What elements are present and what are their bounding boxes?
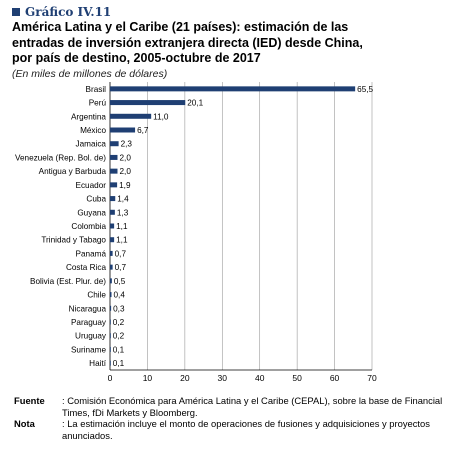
category-label: Trinidad y Tabago bbox=[41, 236, 106, 245]
graph-label: Gráfico IV.11 bbox=[25, 5, 112, 19]
x-tick-label: 10 bbox=[143, 373, 153, 383]
x-tick-label: 20 bbox=[180, 373, 190, 383]
value-label: 1,4 bbox=[117, 195, 129, 204]
category-label: Guyana bbox=[77, 208, 106, 217]
category-label: México bbox=[80, 126, 106, 135]
bar bbox=[110, 264, 113, 270]
value-label: 1,1 bbox=[116, 222, 128, 231]
category-label: Jamaica bbox=[76, 140, 107, 149]
bar bbox=[110, 319, 111, 325]
bar bbox=[110, 113, 152, 119]
source-label: Fuente bbox=[14, 395, 45, 406]
x-tick-label: 0 bbox=[108, 373, 113, 383]
bar bbox=[110, 168, 118, 174]
category-label: Antigua y Barbuda bbox=[39, 167, 107, 176]
category-label: Costa Rica bbox=[66, 263, 106, 272]
value-label: 65,5 bbox=[357, 85, 373, 94]
title-line: entradas de inversión extranjera directa… bbox=[12, 35, 363, 50]
x-tick-label: 40 bbox=[255, 373, 265, 383]
x-tick-label: 60 bbox=[330, 373, 340, 383]
category-label: Panamá bbox=[76, 249, 107, 258]
graph-tag: Gráfico IV.11 bbox=[12, 5, 452, 19]
bar bbox=[110, 333, 111, 339]
value-label: 2,0 bbox=[119, 167, 131, 176]
chart-title: América Latina y el Caribe (21 países): … bbox=[12, 20, 452, 67]
category-label: Cuba bbox=[86, 195, 106, 204]
category-label: Bolivia (Est. Plur. de) bbox=[30, 277, 106, 286]
category-label: Brasil bbox=[86, 85, 107, 94]
bar bbox=[110, 346, 111, 352]
category-label: Argentina bbox=[71, 112, 106, 121]
bar bbox=[110, 127, 136, 133]
value-label: 0,2 bbox=[113, 318, 125, 327]
value-label: 2,0 bbox=[119, 153, 131, 162]
note-label: Nota bbox=[14, 418, 35, 429]
chart-subtitle: (En miles de millones de dólares) bbox=[12, 67, 168, 80]
bar bbox=[110, 209, 115, 215]
bar bbox=[110, 141, 119, 147]
bar bbox=[110, 86, 356, 92]
general-note: Nota : La estimación incluye el monto de… bbox=[14, 418, 454, 441]
category-label: Haití bbox=[89, 359, 107, 368]
value-label: 0,7 bbox=[115, 249, 127, 258]
figure-header: Gráfico IV.11 América Latina y el Caribe… bbox=[12, 5, 452, 80]
value-label: 1,1 bbox=[116, 236, 128, 245]
category-label: Colombia bbox=[71, 222, 106, 231]
bar bbox=[110, 196, 116, 202]
x-tick-label: 30 bbox=[218, 373, 228, 383]
title-line: América Latina y el Caribe (21 países): … bbox=[12, 20, 349, 34]
value-label: 1,9 bbox=[119, 181, 131, 190]
bar bbox=[110, 250, 113, 256]
bar bbox=[110, 360, 111, 366]
category-label: Nicaragua bbox=[69, 304, 107, 313]
value-label: 0,4 bbox=[113, 291, 125, 300]
value-label: 2,3 bbox=[121, 140, 133, 149]
notes-block: Fuente : Comisión Económica para América… bbox=[14, 395, 454, 441]
source-note: Fuente : Comisión Económica para América… bbox=[14, 395, 454, 418]
value-label: 0,7 bbox=[115, 263, 127, 272]
value-label: 0,3 bbox=[113, 304, 125, 313]
value-label: 6,7 bbox=[137, 126, 149, 135]
value-label: 0,2 bbox=[113, 332, 125, 341]
title-line: por país de destino, 2005-octubre de 201… bbox=[12, 51, 261, 65]
bar bbox=[110, 154, 118, 160]
value-label: 0,1 bbox=[113, 359, 125, 368]
value-label: 11,0 bbox=[153, 112, 169, 121]
square-bullet-icon bbox=[12, 8, 20, 16]
bar bbox=[110, 237, 115, 243]
value-label: 20,1 bbox=[187, 99, 203, 108]
value-label: 1,3 bbox=[117, 208, 129, 217]
category-label: Paraguay bbox=[71, 318, 107, 327]
bar bbox=[110, 223, 115, 229]
value-label: 0,1 bbox=[113, 345, 125, 354]
x-tick-label: 70 bbox=[367, 373, 377, 383]
category-label: Ecuador bbox=[76, 181, 107, 190]
category-label: Chile bbox=[87, 291, 106, 300]
category-label: Suriname bbox=[71, 345, 106, 354]
bar bbox=[110, 278, 112, 284]
x-tick-label: 50 bbox=[292, 373, 302, 383]
bar bbox=[110, 305, 112, 311]
bar bbox=[110, 100, 186, 106]
value-label: 0,5 bbox=[114, 277, 126, 286]
category-label: Venezuela (Rep. Bol. de) bbox=[15, 153, 106, 162]
bar bbox=[110, 292, 112, 298]
category-label: Perú bbox=[89, 99, 107, 108]
source-text: : Comisión Económica para América Latina… bbox=[62, 395, 443, 418]
note-text: : La estimación incluye el monto de oper… bbox=[62, 418, 430, 441]
bar bbox=[110, 182, 118, 188]
category-label: Uruguay bbox=[75, 332, 107, 341]
